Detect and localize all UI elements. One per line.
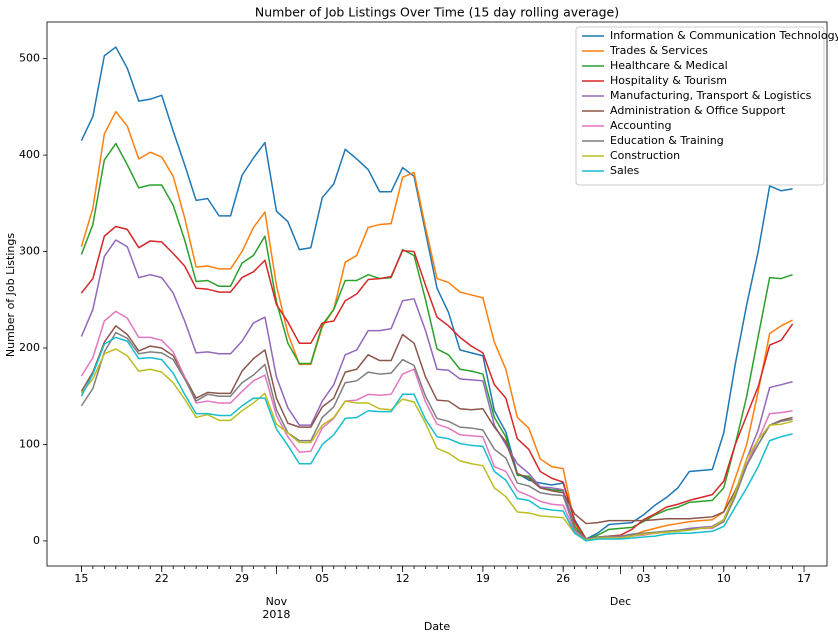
legend-label: Accounting [610, 119, 671, 132]
x-year-label: 2018 [262, 608, 290, 621]
x-tick-label: 10 [717, 572, 731, 585]
x-axis-label: Date [424, 620, 451, 633]
plot-frame [46, 21, 828, 567]
y-tick-label: 500 [19, 52, 40, 65]
legend-label: Administration & Office Support [610, 104, 786, 117]
x-month-label: Dec [610, 595, 631, 608]
x-tick-label: 03 [636, 572, 650, 585]
series-line [80, 110, 793, 541]
chart-title: Number of Job Listings Over Time (15 day… [255, 5, 619, 20]
legend-label: Sales [610, 164, 640, 177]
legend-label: Healthcare & Medical [610, 59, 728, 72]
y-tick-label: 200 [19, 341, 40, 354]
series-line [80, 310, 793, 541]
series-line [80, 142, 793, 541]
series-line [80, 225, 794, 540]
series-line [80, 46, 793, 540]
legend-label: Education & Training [610, 134, 724, 147]
x-tick-label: 22 [155, 572, 169, 585]
y-axis-label: Number of Job Listings [4, 233, 17, 357]
legend-label: Manufacturing, Transport & Logistics [610, 89, 812, 102]
legend-box [575, 26, 825, 186]
x-tick-label: 17 [797, 572, 811, 585]
x-tick-label: 26 [556, 572, 570, 585]
series-line [80, 336, 793, 542]
x-tick-label: 19 [476, 572, 490, 585]
y-tick-label: 400 [19, 148, 40, 161]
y-tick-label: 100 [19, 437, 40, 450]
legend-label: Trades & Services [609, 44, 708, 57]
series-line [80, 331, 793, 540]
y-tick-label: 0 [33, 534, 40, 547]
legend-label: Information & Communication Technology [610, 29, 838, 42]
y-tick-label: 300 [19, 245, 40, 258]
series-line [80, 348, 793, 541]
x-month-label: Nov [266, 595, 288, 608]
legend-label: Hospitality & Tourism [610, 74, 727, 87]
series-line [80, 325, 793, 525]
legend-label: Construction [610, 149, 680, 162]
x-tick-label: 15 [74, 572, 88, 585]
x-tick-label: 05 [315, 572, 329, 585]
x-tick-label: 29 [235, 572, 249, 585]
x-tick-label: 12 [396, 572, 410, 585]
